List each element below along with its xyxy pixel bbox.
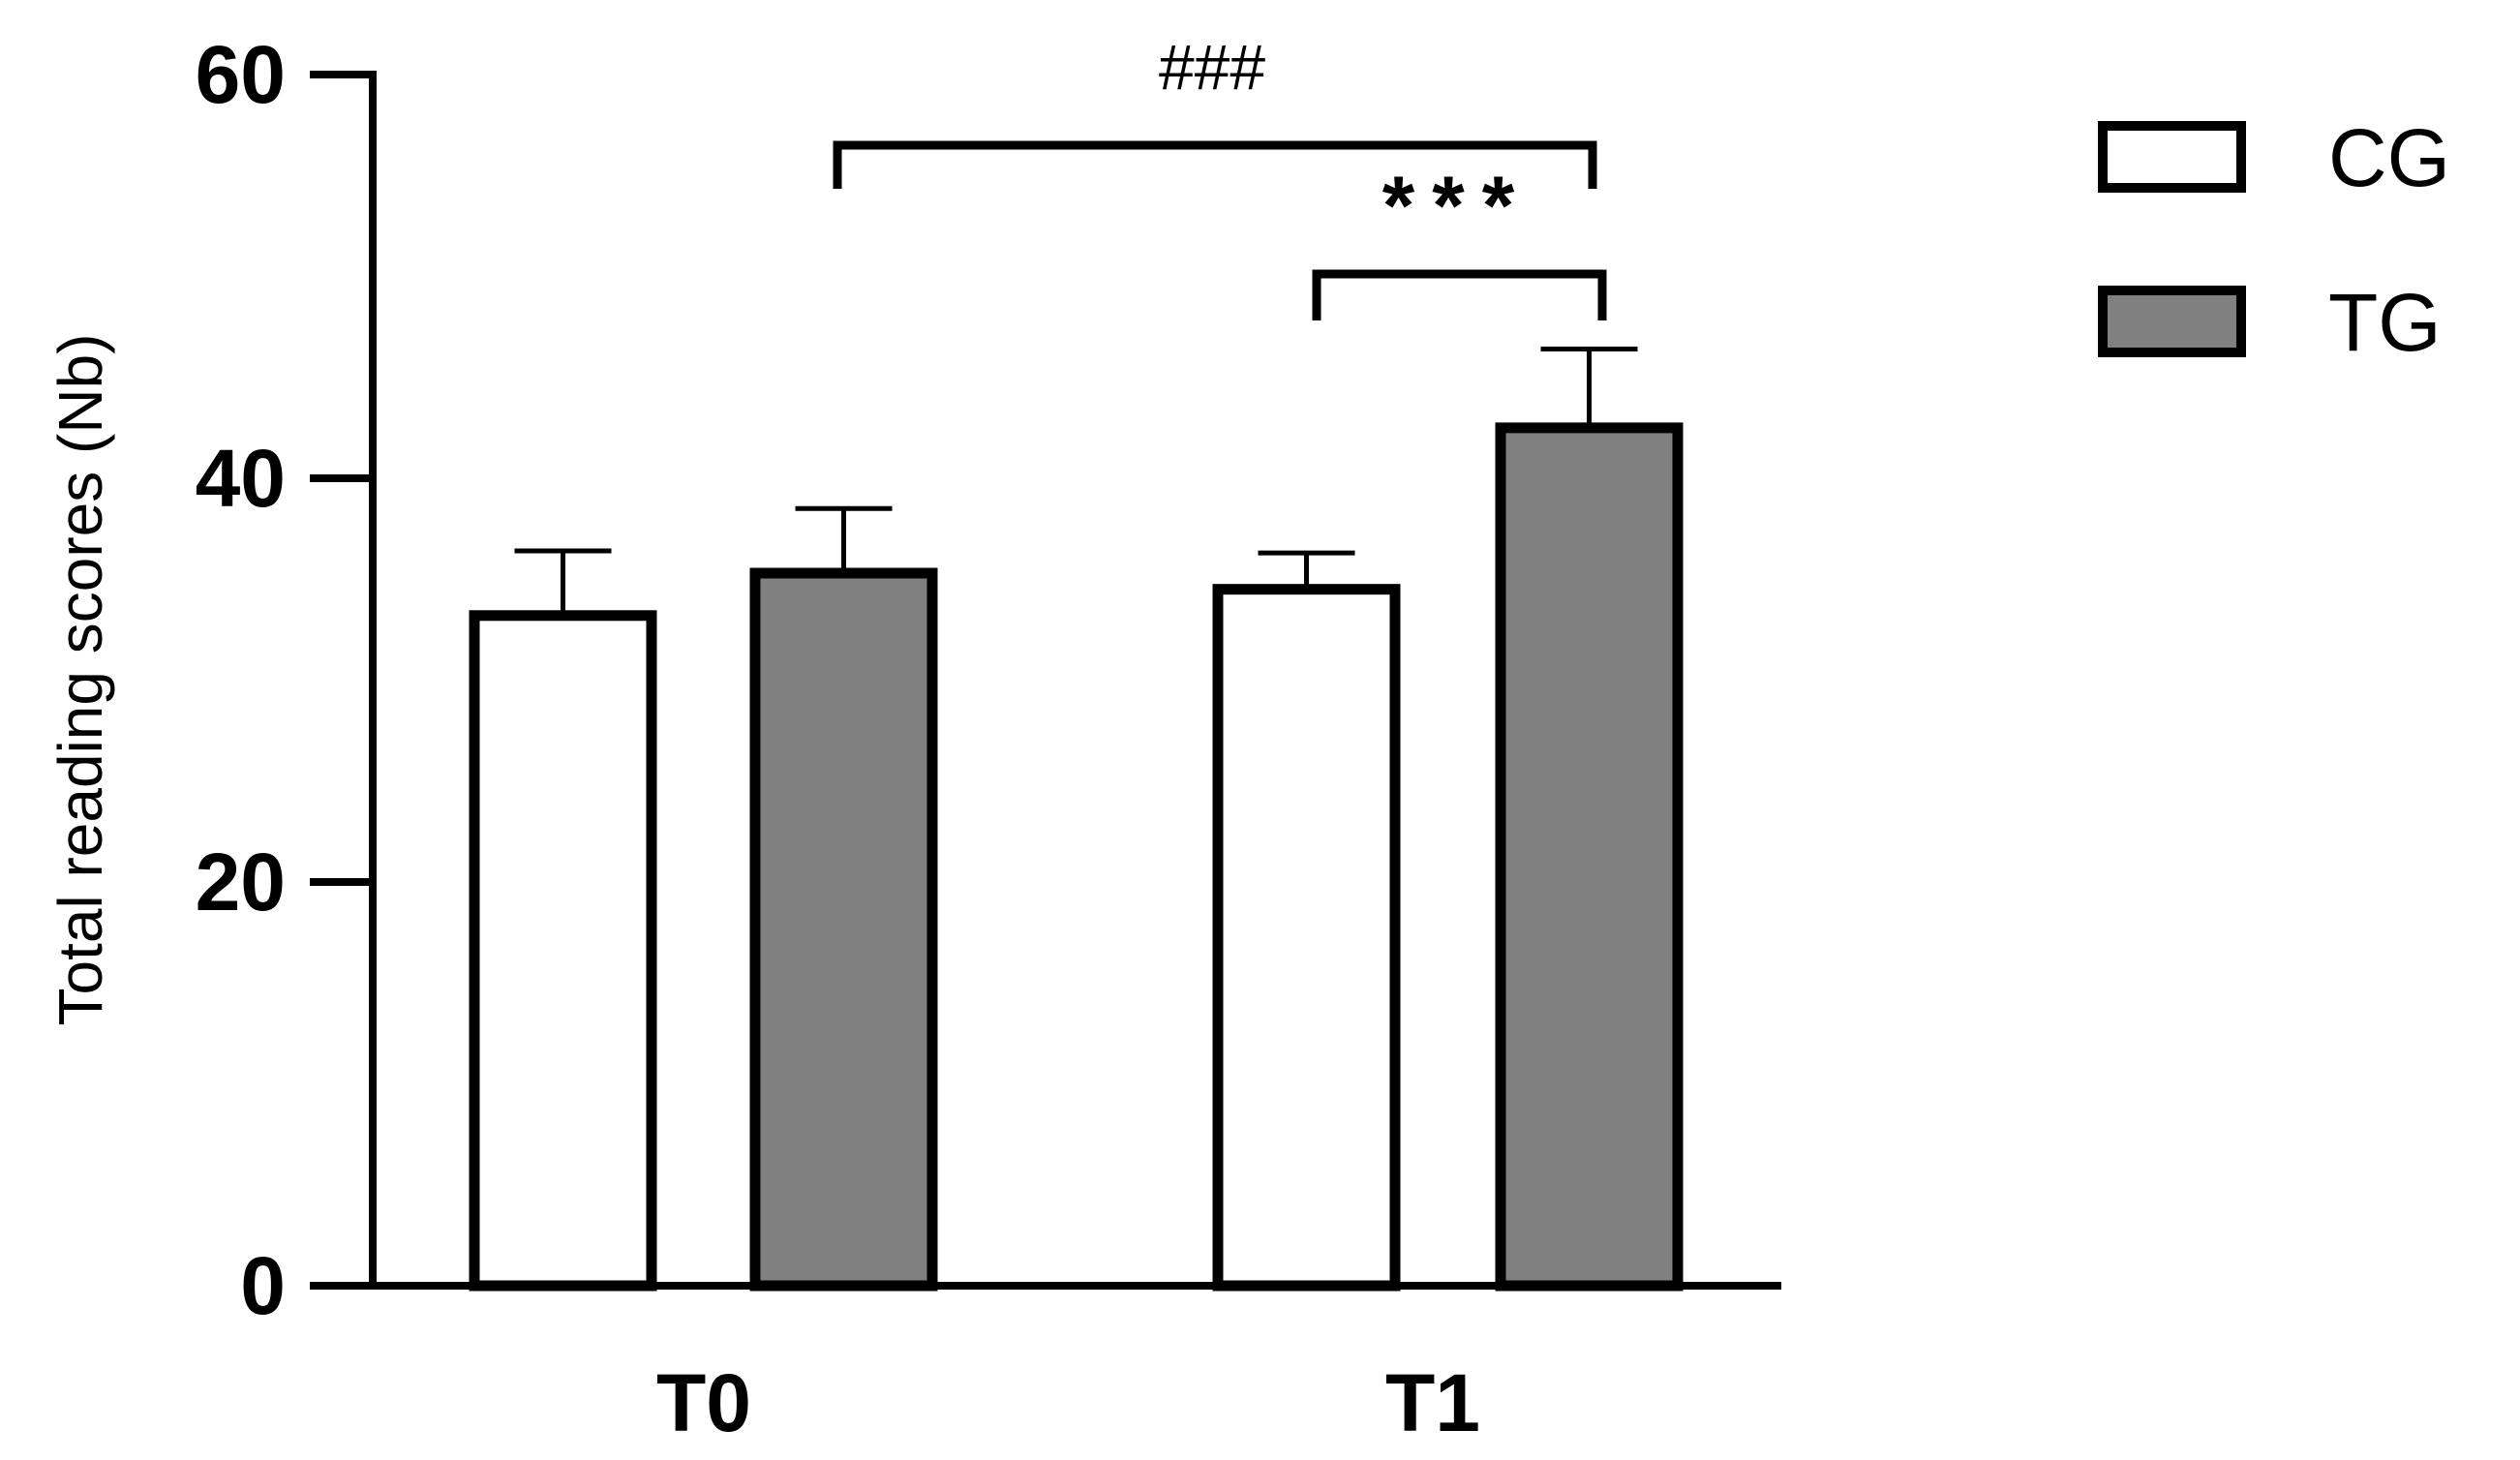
significance-bracket <box>833 140 1597 189</box>
y-tick-label: 40 <box>196 433 286 524</box>
x-tick-label: T1 <box>1385 1357 1480 1448</box>
y-tick-label: 60 <box>196 29 286 120</box>
y-tick-label: 20 <box>196 836 286 928</box>
bar-cg-t0 <box>469 610 657 1292</box>
annotations: ### *** <box>833 31 1607 320</box>
legend-swatch-cg <box>2098 121 2246 193</box>
legend-label-tg: TG <box>2328 277 2442 368</box>
y-tick-label: 0 <box>240 1240 286 1331</box>
legend-label-cg: CG <box>2328 112 2450 203</box>
bar-tg-t0 <box>749 567 938 1292</box>
legend-swatch-tg <box>2098 286 2246 357</box>
x-tick-label: T0 <box>656 1357 751 1448</box>
axes: 0 20 40 60 Total reading scores (Nb) T0 T1 <box>46 29 1781 1448</box>
significance-bracket <box>1312 269 1607 320</box>
bar-cg-t1 <box>1212 584 1401 1292</box>
y-axis-title: Total reading scores (Nb) <box>46 334 115 1026</box>
bar-tg-t1 <box>1495 422 1684 1292</box>
bars <box>469 347 1684 1292</box>
significance-label: *** <box>1382 160 1532 253</box>
significance-label: ### <box>1159 31 1265 103</box>
legend: CG TG <box>2098 112 2450 368</box>
